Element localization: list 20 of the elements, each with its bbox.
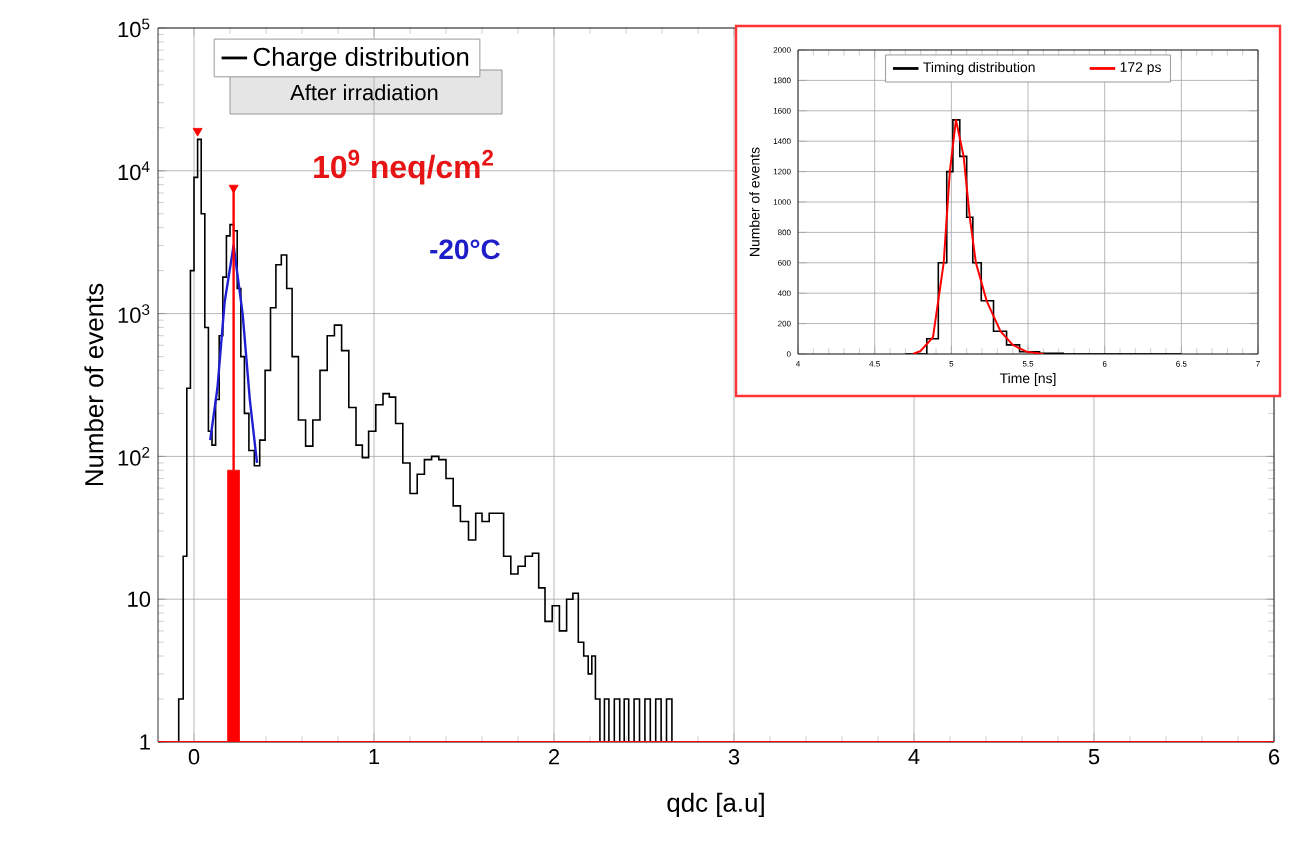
legend-label: Charge distribution bbox=[253, 47, 469, 72]
x-tick-label: 1 bbox=[369, 749, 380, 765]
annotation: -20°C bbox=[430, 239, 500, 260]
y-tick-label: 1 bbox=[140, 734, 150, 750]
x-axis-title: qdc [a.u] bbox=[667, 792, 764, 818]
x-tick-label: 4 bbox=[908, 749, 920, 765]
x-tick-label: 2 bbox=[549, 749, 560, 765]
y-tick-label: 10$^{3}$ bbox=[118, 304, 150, 324]
line-series bbox=[912, 118, 1045, 354]
x-tick-label: 5 bbox=[1088, 749, 1100, 765]
annotation: After irradiation bbox=[290, 84, 438, 101]
x-tick-label: 3 bbox=[728, 749, 740, 765]
annotation: 10$^{9}$ neq/cm$^{2}$ bbox=[314, 149, 494, 185]
y-tick-label: 10$^{5}$ bbox=[118, 18, 150, 38]
y-tick-label: 10$^{2}$ bbox=[118, 446, 150, 466]
x-tick-label: 0 bbox=[188, 749, 200, 765]
y-tick-label: 10$^{4}$ bbox=[118, 161, 150, 181]
y-tick-label: 10 bbox=[128, 591, 151, 607]
x-tick-label: 6 bbox=[1269, 749, 1280, 765]
y-axis-title: Number of events bbox=[84, 283, 104, 486]
